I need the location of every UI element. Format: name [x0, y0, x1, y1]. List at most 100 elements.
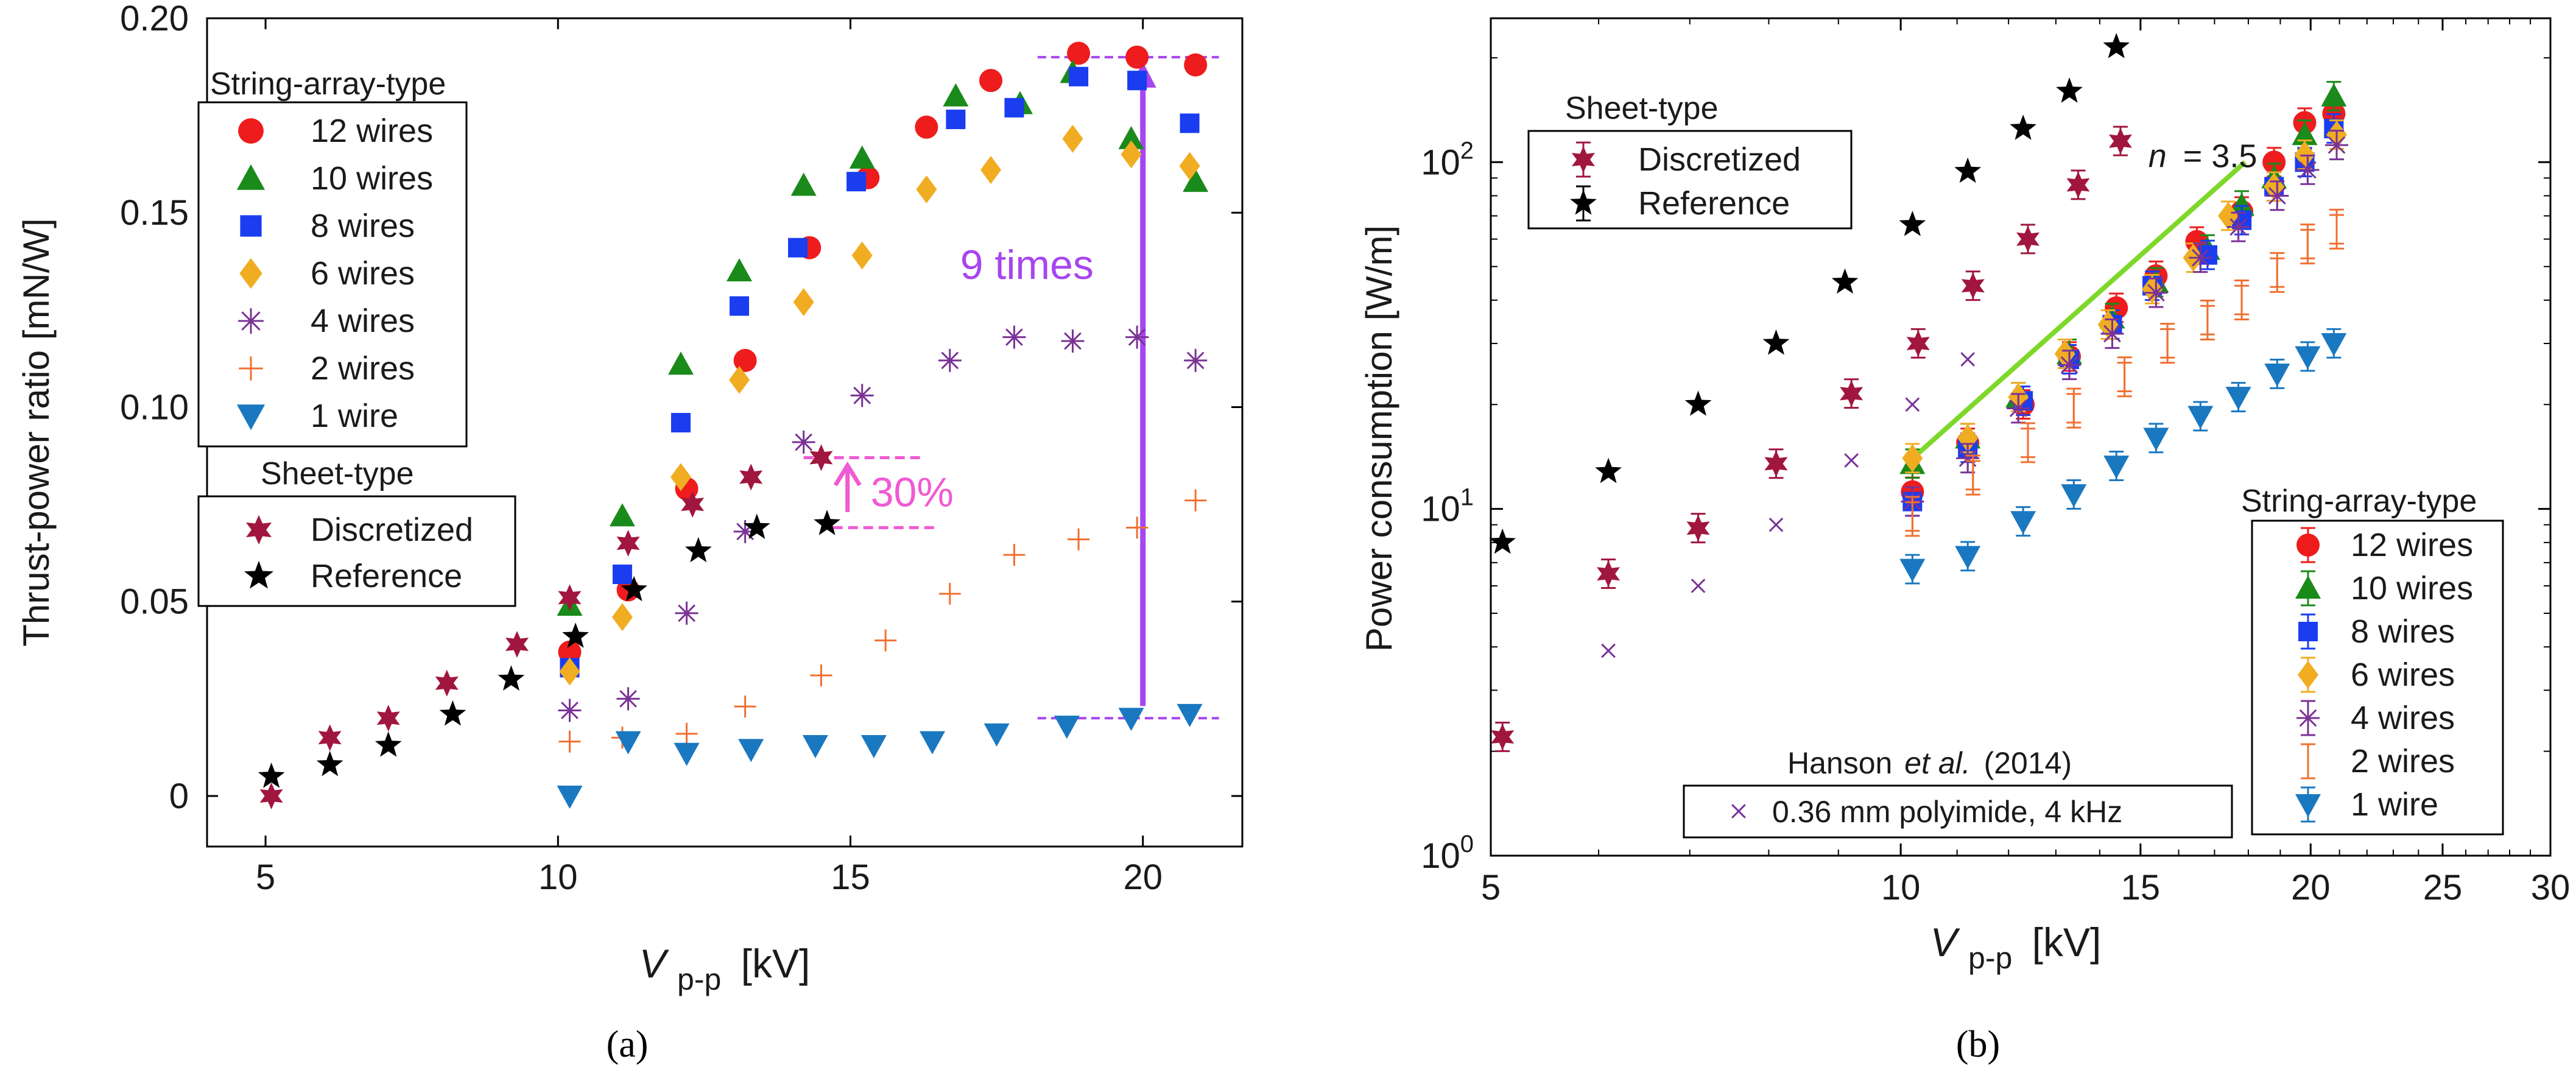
panel-a-point-6-wires [980, 156, 1002, 185]
panel-a-point-10-wires [943, 83, 969, 107]
panel-a-point-reference [621, 576, 647, 602]
panel-a-legend-label-2-wires: 2 wires [311, 350, 415, 387]
panel-b-point-1-wire [2143, 428, 2169, 451]
panel-a-point-4-wires [792, 430, 815, 454]
panel-b-point-discretized [1961, 272, 1985, 300]
panel-a-point-reference [316, 750, 343, 776]
panel-b-point-1-wire [2187, 406, 2214, 429]
panel-b-point-10-wires [2321, 83, 2347, 107]
panel-a-point-6-wires [729, 365, 750, 394]
panel-b-chart: 5 10 15 20 25 30 100 101 102 Power consumption [… [1359, 17, 2570, 1065]
panel-b-point-discretized [1597, 560, 1621, 588]
thirty-percent-annotation: 30% [871, 469, 954, 515]
panel-a-point-8-wires [1180, 113, 1200, 133]
panel-a-point-2-wires [938, 582, 961, 605]
panel-b-legend-label-4-wires: 4 wires [2351, 700, 2455, 736]
fit-slope-label: n = 3.5 [2148, 138, 2258, 174]
panel-b-point-4-wires [2226, 215, 2250, 239]
panel-a-point-2-wires [1003, 544, 1026, 566]
panel-a-point-4-wires [558, 699, 582, 722]
panel-a-point-6-wires [1121, 140, 1142, 169]
panel-b-legend-label-reference: Reference [1638, 185, 1790, 222]
panel-a-point-6-wires [559, 657, 580, 686]
hanson-legend-title: Hanson et al. (2014) [1787, 746, 2072, 780]
panel-b-legend-label-8-wires: 8 wires [2351, 613, 2455, 650]
panel-a-legend-marker-10-wires [236, 164, 266, 190]
panel-b-point-6-wires [1902, 444, 1923, 473]
panel-a-point-2-wires [1184, 489, 1207, 512]
panel-b-y-axis-label: Power consumption [W/m] [1359, 225, 1399, 652]
panel-b-point-1-wire [1899, 558, 1926, 582]
panel-a-point-10-wires [667, 351, 694, 375]
panel-b-legend-string-entries: 12 wires 10 wires 8 wires 6 wires 4 wires 2 w… [2295, 527, 2473, 823]
panel-a-point-4-wires [938, 348, 962, 372]
panel-a-legend-marker-6-wires [239, 258, 262, 289]
panel-b-x-tick-label: 20 [2291, 868, 2331, 907]
panel-b-point-4-wires [2144, 281, 2168, 305]
panel-a-y-tick-label: 0.20 [120, 0, 189, 38]
panel-a-legend-marker-8-wires [240, 215, 262, 237]
panel-b-point-4-wires [2100, 322, 2124, 346]
panel-a-point-reference [814, 510, 840, 535]
panel-a-legend-sheet-entries: Discretized Reference [244, 512, 473, 594]
panel-a-legend-marker-4-wires [238, 308, 264, 334]
panel-b-point-hanson [1960, 352, 1976, 367]
panel-a-point-10-wires [849, 145, 875, 169]
panel-a-x-tick-label: 20 [1123, 857, 1163, 897]
panel-a-point-1-wire [919, 731, 945, 755]
panel-b-point-2-wires [2300, 224, 2315, 265]
panel-a-point-discretized [809, 444, 833, 471]
panel-b-legend-marker-1-wire [2295, 794, 2321, 817]
panel-b-x-axis-label-main: V [1930, 920, 1961, 965]
panel-a-legend-marker-1-wire [236, 404, 266, 431]
panel-b-x-axis-label-sub: p-p [1968, 941, 2012, 975]
panel-b-legend-marker-6-wires [2298, 661, 2318, 689]
panel-b-point-1-wire [2010, 511, 2036, 535]
panel-b-point-hanson [1768, 517, 1784, 532]
panel-b-fit-line-group [1905, 160, 2247, 466]
panel-a-point-2-wires [734, 695, 756, 718]
panel-b-point-2-wires [2329, 208, 2344, 250]
hanson-legend-label: 0.36 mm polyimide, 4 kHz [1772, 795, 2122, 829]
panel-b-legend-label-6-wires: 6 wires [2351, 657, 2455, 693]
panel-a-caption: (a) [607, 1024, 649, 1065]
panel-b-point-1-wire [2061, 484, 2087, 508]
panel-b-point-4-wires [2058, 353, 2082, 377]
panel-a-legend-sheet-title: Sheet-type [261, 456, 414, 491]
panel-b-x-tick-label: 10 [1881, 868, 1921, 907]
panel-a-x-axis-label-unit: [kV] [741, 941, 811, 986]
panel-b-point-2-wires [2160, 323, 2175, 364]
panel-a-point-1-wire [1177, 703, 1203, 727]
panel-a-x-tick-label: 5 [256, 857, 275, 897]
panel-a-x-axis-label-sub: p-p [677, 962, 721, 996]
panel-b-point-4-wires [2007, 396, 2030, 420]
panel-b-point-6-wires [1957, 424, 1979, 452]
panel-a-point-1-wire [738, 739, 764, 762]
panel-a-point-6-wires [793, 288, 814, 317]
panel-a-point-2-wires [558, 730, 581, 753]
panel-a-y-axis-label: Thrust-power ratio [mN/W] [16, 218, 57, 646]
panel-b-point-hanson [1905, 397, 1920, 412]
panel-a-legend-label-1-wire: 1 wire [311, 398, 398, 434]
panel-b-point-discretized [1840, 380, 1863, 407]
panel-a-point-12-wires [733, 348, 757, 372]
panel-a-point-4-wires [733, 519, 757, 543]
panel-a-point-1-wire [615, 731, 641, 755]
panel-b-legend-marker-8-wires [2298, 622, 2318, 641]
panel-b-legend-string-box [2251, 519, 2504, 836]
panel-b-point-reference [1762, 329, 1790, 355]
fit-slope-symbol: n [2148, 138, 2167, 174]
panel-a-point-reference [439, 700, 466, 726]
panel-b-legend-label-2-wires: 2 wires [2351, 743, 2455, 780]
panel-b-point-reference [1899, 211, 1926, 236]
panel-a-point-1-wire [802, 734, 828, 758]
panel-a-y-tick-label: 0 [169, 776, 189, 816]
panel-a-x-tick-label: 15 [831, 857, 870, 897]
panel-b-point-hanson [1601, 643, 1616, 658]
panel-a-point-1-wire [984, 723, 1010, 747]
panel-b-y-tick-label: 100 [1421, 831, 1474, 876]
panel-b-point-hanson [1844, 453, 1859, 468]
panel-b-point-1-wire [2264, 364, 2290, 387]
hanson-legend-box [1683, 784, 2233, 839]
